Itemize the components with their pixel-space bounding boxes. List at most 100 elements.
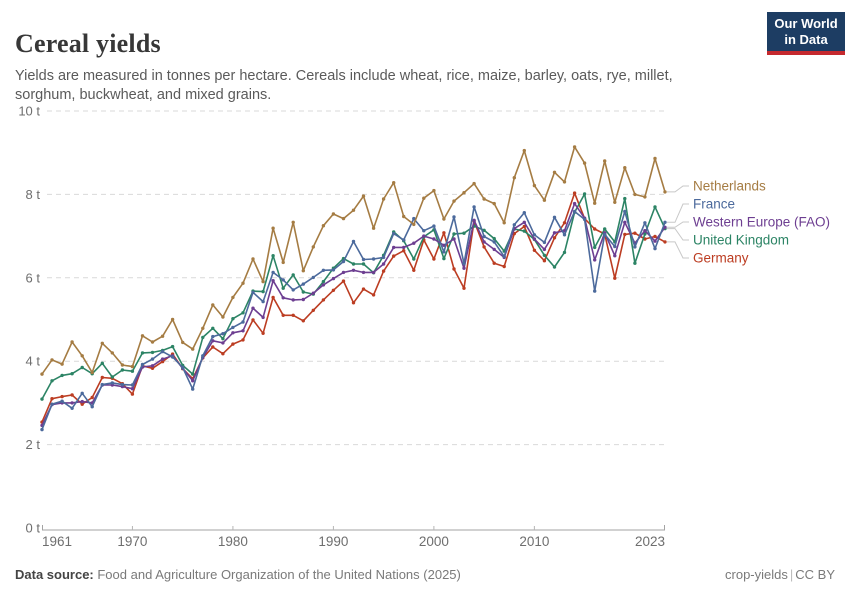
slug-link[interactable]: crop-yields <box>725 567 788 582</box>
point-germany-2000[interactable] <box>432 257 436 261</box>
point-netherlands-1984[interactable] <box>271 226 275 230</box>
point-germany-2011[interactable] <box>542 259 547 263</box>
point-western-europe-fao-1991[interactable] <box>341 270 346 275</box>
point-germany-2019[interactable] <box>623 232 627 237</box>
point-netherlands-2012[interactable] <box>552 170 557 174</box>
point-western-europe-fao-2003[interactable] <box>462 266 466 270</box>
point-france-1985[interactable] <box>281 278 285 282</box>
point-germany-2002[interactable] <box>452 267 456 271</box>
point-united-kingdom-2017[interactable] <box>603 227 607 231</box>
point-netherlands-1970[interactable] <box>130 364 135 369</box>
point-united-kingdom-1976[interactable] <box>191 372 195 376</box>
point-western-europe-fao-2018[interactable] <box>613 254 617 258</box>
legend-label-france[interactable]: France <box>693 197 735 212</box>
point-germany-2007[interactable] <box>502 264 506 269</box>
point-germany-1980[interactable] <box>231 342 235 346</box>
point-united-kingdom-1964[interactable] <box>70 372 74 376</box>
point-united-kingdom-2016[interactable] <box>593 245 597 250</box>
point-western-europe-fao-2009[interactable] <box>522 220 526 224</box>
point-france-1998[interactable] <box>412 216 416 221</box>
point-netherlands-1977[interactable] <box>201 326 205 330</box>
point-france-1994[interactable] <box>371 257 376 261</box>
point-france-1974[interactable] <box>170 355 175 359</box>
point-france-2006[interactable] <box>492 240 496 244</box>
point-netherlands-2010[interactable] <box>532 183 537 188</box>
point-united-kingdom-1986[interactable] <box>291 273 295 277</box>
point-western-europe-fao-2019[interactable] <box>623 220 627 224</box>
point-france-1966[interactable] <box>90 405 94 409</box>
point-france-2018[interactable] <box>613 244 617 249</box>
point-france-1987[interactable] <box>301 282 305 286</box>
point-netherlands-1973[interactable] <box>160 334 165 338</box>
point-netherlands-1969[interactable] <box>120 363 125 367</box>
point-netherlands-2000[interactable] <box>432 188 436 193</box>
point-united-kingdom-1971[interactable] <box>140 351 145 355</box>
point-france-2013[interactable] <box>562 233 567 237</box>
point-united-kingdom-2015[interactable] <box>582 192 587 196</box>
point-united-kingdom-2012[interactable] <box>552 265 557 269</box>
point-united-kingdom-1998[interactable] <box>412 257 416 261</box>
point-western-europe-fao-1979[interactable] <box>221 341 225 345</box>
point-western-europe-fao-1995[interactable] <box>381 262 386 266</box>
point-western-europe-fao-1987[interactable] <box>301 297 305 302</box>
license-link[interactable]: CC BY <box>795 567 835 582</box>
point-germany-2003[interactable] <box>462 286 466 290</box>
point-united-kingdom-1963[interactable] <box>60 373 64 378</box>
point-germany-2013[interactable] <box>562 221 567 225</box>
point-germany-1998[interactable] <box>412 268 416 272</box>
point-france-1975[interactable] <box>181 365 185 370</box>
point-netherlands-2008[interactable] <box>512 176 516 180</box>
point-france-1970[interactable] <box>130 383 135 387</box>
point-united-kingdom-2019[interactable] <box>623 196 627 201</box>
point-netherlands-2013[interactable] <box>562 180 567 184</box>
point-france-1988[interactable] <box>311 275 315 280</box>
point-france-2020[interactable] <box>633 245 637 249</box>
point-netherlands-1990[interactable] <box>331 212 336 216</box>
point-western-europe-fao-1997[interactable] <box>402 245 406 250</box>
point-united-kingdom-1961[interactable] <box>40 397 44 401</box>
point-france-2011[interactable] <box>542 240 547 245</box>
point-netherlands-1993[interactable] <box>361 194 366 198</box>
point-germany-2016[interactable] <box>593 227 597 231</box>
point-france-1983[interactable] <box>261 299 265 304</box>
point-united-kingdom-1974[interactable] <box>170 344 175 349</box>
point-france-2014[interactable] <box>572 209 577 214</box>
point-france-1968[interactable] <box>110 381 115 385</box>
point-united-kingdom-1977[interactable] <box>201 335 205 340</box>
point-germany-1993[interactable] <box>361 287 366 291</box>
point-germany-2006[interactable] <box>492 261 496 265</box>
point-germany-1982[interactable] <box>251 318 255 322</box>
point-western-europe-fao-1985[interactable] <box>281 296 285 300</box>
legend-label-western-europe-fao[interactable]: Western Europe (FAO) <box>693 215 830 230</box>
point-france-2009[interactable] <box>522 211 526 215</box>
point-france-1980[interactable] <box>231 325 235 330</box>
point-germany-2014[interactable] <box>572 191 577 195</box>
point-western-europe-fao-1984[interactable] <box>271 279 275 283</box>
point-united-kingdom-2022[interactable] <box>653 205 657 209</box>
point-france-1964[interactable] <box>70 406 74 410</box>
point-western-europe-fao-1993[interactable] <box>361 270 366 275</box>
point-western-europe-fao-2021[interactable] <box>643 229 647 233</box>
point-netherlands-2009[interactable] <box>522 148 526 153</box>
point-germany-1992[interactable] <box>351 301 356 305</box>
point-germany-1997[interactable] <box>402 249 406 253</box>
point-france-1982[interactable] <box>251 290 255 295</box>
point-germany-1989[interactable] <box>321 298 326 302</box>
point-france-2012[interactable] <box>552 215 557 219</box>
point-france-1986[interactable] <box>291 288 295 292</box>
point-netherlands-1989[interactable] <box>321 224 326 228</box>
point-germany-1990[interactable] <box>331 288 336 292</box>
point-united-kingdom-2021[interactable] <box>643 232 647 236</box>
point-netherlands-1975[interactable] <box>181 340 185 345</box>
point-western-europe-fao-2010[interactable] <box>532 237 537 241</box>
point-germany-1987[interactable] <box>301 319 305 323</box>
point-germany-1964[interactable] <box>70 393 74 397</box>
point-united-kingdom-1969[interactable] <box>120 368 125 372</box>
point-netherlands-1999[interactable] <box>422 196 426 200</box>
point-western-europe-fao-1988[interactable] <box>311 291 315 295</box>
point-germany-1963[interactable] <box>60 394 64 399</box>
point-germany-2005[interactable] <box>482 245 486 249</box>
point-united-kingdom-2020[interactable] <box>633 261 637 265</box>
point-france-2021[interactable] <box>643 221 647 225</box>
point-netherlands-1980[interactable] <box>231 295 235 300</box>
